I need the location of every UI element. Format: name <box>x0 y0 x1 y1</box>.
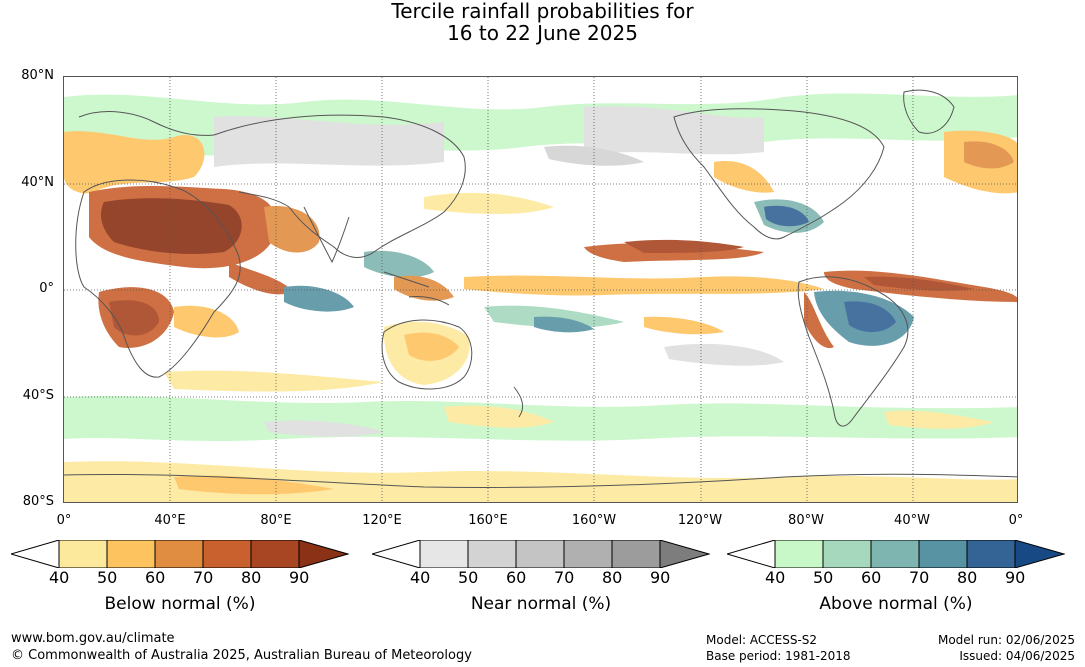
legend-above-tick-5: 90 <box>1005 568 1026 587</box>
legend-above-tick-2: 60 <box>861 568 882 587</box>
legend-near-tick-4: 80 <box>602 568 623 587</box>
map-canvas <box>64 77 1017 502</box>
legend-below-tick-1: 50 <box>97 568 118 587</box>
legend-below-swatch-6 <box>299 540 348 568</box>
legend-near-swatch-1 <box>420 540 468 568</box>
legend-above-tick-1: 50 <box>813 568 834 587</box>
footer-issued: Issued: 04/06/2025 <box>959 649 1075 663</box>
footer-copyright: © Commonwealth of Australia 2025, Austra… <box>11 648 472 663</box>
lon-label-80e: 80°E <box>260 513 292 528</box>
lon-label-40w: 40°W <box>894 513 930 528</box>
lon-label-40e: 40°E <box>154 513 186 528</box>
legend-near-normal-colorbar <box>372 540 710 568</box>
world-map <box>63 76 1018 503</box>
lon-label-0-east: 0° <box>1008 513 1024 528</box>
legend-near-tick-0: 40 <box>410 568 431 587</box>
legend-near-swatch-3 <box>516 540 564 568</box>
lat-label-80s: 80°S <box>22 494 54 509</box>
legend-near-swatch-4 <box>564 540 612 568</box>
legend-below-swatch-2 <box>107 540 155 568</box>
legend-below-tick-5: 90 <box>289 568 310 587</box>
legend-near-tick-2: 60 <box>506 568 527 587</box>
footer-model-run: Model run: 02/06/2025 <box>937 633 1075 647</box>
legend-near-title: Near normal (%) <box>470 594 612 614</box>
legend-below-title: Below normal (%) <box>104 594 256 614</box>
lon-label-120e: 120°E <box>362 513 402 528</box>
legend-below-tick-2: 60 <box>145 568 166 587</box>
legend-below-swatch-5 <box>251 540 299 568</box>
legend-below-swatch-1 <box>59 540 107 568</box>
lon-label-0: 0° <box>56 513 72 528</box>
chart-title: Tercile rainfall probabilities for 16 to… <box>0 0 1085 44</box>
legend-below-normal-colorbar <box>11 540 349 568</box>
legend-above-swatch-2 <box>823 540 871 568</box>
legend-below-tick-0: 40 <box>49 568 70 587</box>
legend-above-swatch-5 <box>967 540 1015 568</box>
footer-base-period: Base period: 1981-2018 <box>706 649 851 663</box>
legend-near-swatch-2 <box>468 540 516 568</box>
legend-above-swatch-0 <box>727 540 775 568</box>
legend-near-swatch-6 <box>660 540 709 568</box>
legend-above-swatch-6 <box>1015 540 1064 568</box>
title-line-1: Tercile rainfall probabilities for <box>391 0 694 23</box>
legend-near-tick-5: 90 <box>650 568 671 587</box>
lat-label-40n: 40°N <box>21 175 54 190</box>
lon-label-80w: 80°W <box>788 513 824 528</box>
legend-above-tick-4: 80 <box>957 568 978 587</box>
legend-above-tick-3: 70 <box>909 568 930 587</box>
lon-label-160e: 160°E <box>468 513 508 528</box>
footer-model: Model: ACCESS-S2 <box>706 633 818 647</box>
legend-near-tick-1: 50 <box>458 568 479 587</box>
legend-below-swatch-3 <box>155 540 203 568</box>
legend-above-title: Above normal (%) <box>819 594 973 614</box>
lon-label-160w: 160°W <box>571 513 617 528</box>
legend-above-swatch-1 <box>775 540 823 568</box>
legend-above-tick-0: 40 <box>765 568 786 587</box>
legend-near-tick-3: 70 <box>554 568 575 587</box>
map-coastlines <box>64 89 1017 489</box>
legend-below-tick-3: 70 <box>193 568 214 587</box>
footer-url: www.bom.gov.au/climate <box>11 631 175 646</box>
legend-below-tick-4: 80 <box>241 568 262 587</box>
legend-near-swatch-5 <box>612 540 660 568</box>
legend-below-swatch-4 <box>203 540 251 568</box>
map-gridlines <box>64 77 1017 502</box>
title-line-2: 16 to 22 June 2025 <box>447 21 638 45</box>
legend-above-swatch-4 <box>919 540 967 568</box>
legend-above-normal-colorbar <box>727 540 1065 568</box>
legend-near-swatch-0 <box>372 540 420 568</box>
lon-label-120w: 120°W <box>677 513 723 528</box>
legend-below-swatch-0 <box>11 540 59 568</box>
map-shading <box>64 93 1017 502</box>
lat-label-0: 0° <box>39 281 54 296</box>
legend-above-swatch-3 <box>871 540 919 568</box>
lat-label-80n: 80°N <box>21 68 54 83</box>
lat-label-40s: 40°S <box>22 388 54 403</box>
